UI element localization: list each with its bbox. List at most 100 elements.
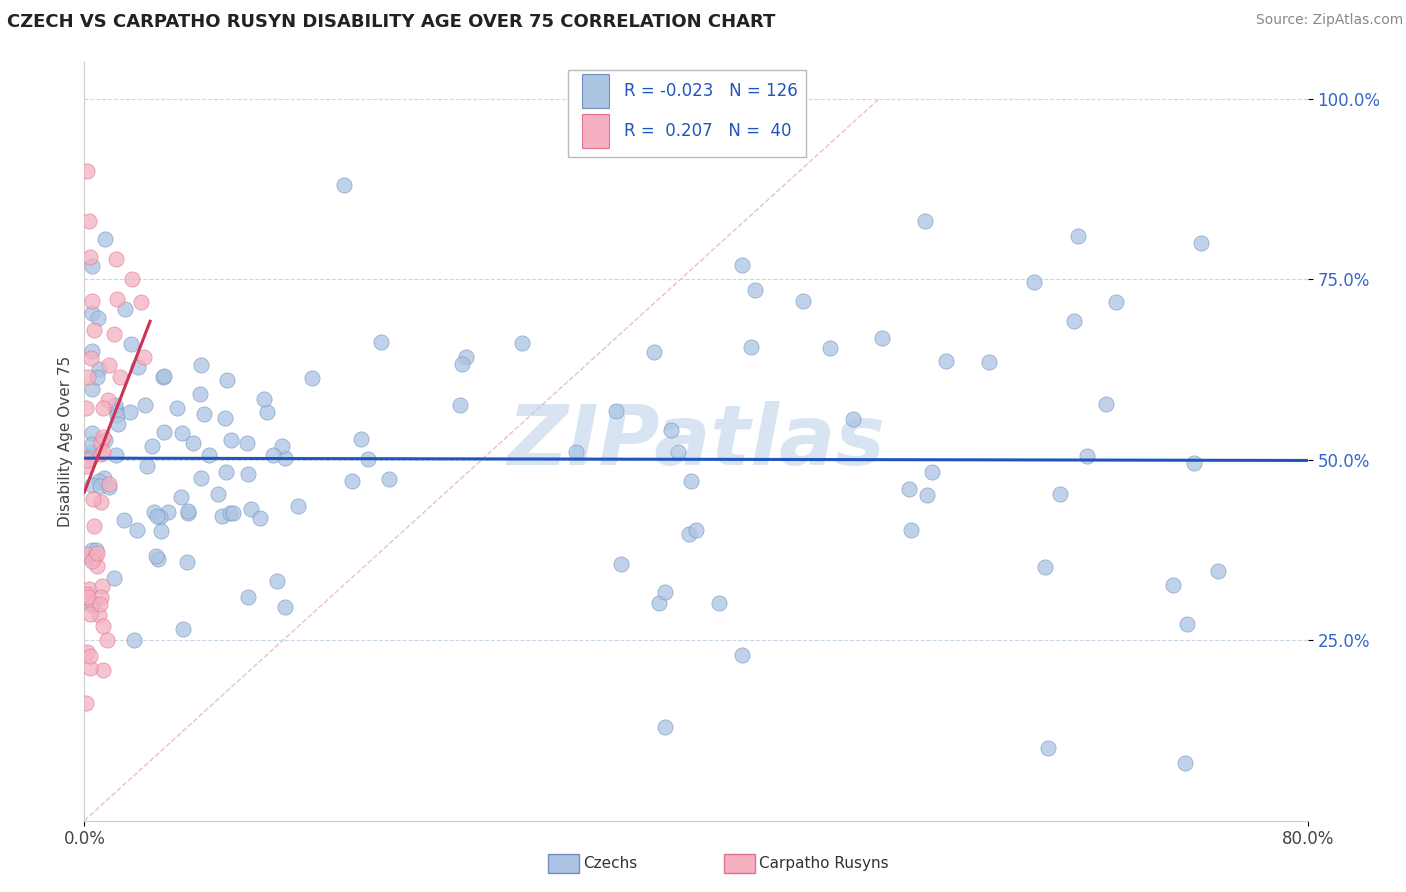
Point bbox=[679, 474, 702, 488]
Point bbox=[75, 458, 97, 473]
Point bbox=[249, 511, 271, 525]
Point bbox=[103, 326, 125, 341]
Point bbox=[274, 599, 297, 614]
Point bbox=[112, 513, 135, 527]
Point bbox=[153, 368, 176, 383]
Point bbox=[107, 417, 129, 432]
Point bbox=[91, 430, 114, 444]
Point bbox=[89, 597, 111, 611]
Point bbox=[900, 523, 922, 537]
Point bbox=[80, 351, 103, 365]
Point bbox=[190, 359, 212, 373]
Point bbox=[76, 645, 98, 659]
Point bbox=[156, 505, 179, 519]
Point bbox=[214, 410, 236, 425]
Point bbox=[152, 370, 174, 384]
Point bbox=[870, 331, 893, 345]
Point bbox=[605, 403, 627, 417]
Point bbox=[77, 369, 100, 384]
Point bbox=[1175, 617, 1198, 632]
Point bbox=[121, 272, 143, 286]
Point bbox=[80, 425, 103, 440]
Point bbox=[1206, 564, 1229, 578]
Point bbox=[449, 398, 471, 412]
Point bbox=[80, 259, 103, 273]
Point bbox=[731, 648, 754, 662]
Point bbox=[86, 369, 108, 384]
Point bbox=[287, 500, 309, 514]
Point bbox=[134, 399, 156, 413]
Point bbox=[172, 426, 194, 441]
Point bbox=[1024, 275, 1046, 289]
Text: R = -0.023   N = 126: R = -0.023 N = 126 bbox=[624, 82, 797, 100]
Point bbox=[87, 474, 110, 488]
Point bbox=[188, 386, 211, 401]
Point bbox=[744, 283, 766, 297]
Point bbox=[80, 543, 103, 558]
Point bbox=[177, 506, 200, 520]
Point bbox=[103, 571, 125, 585]
Point bbox=[176, 555, 198, 569]
Point bbox=[915, 488, 938, 502]
Point bbox=[207, 487, 229, 501]
Point bbox=[565, 445, 588, 459]
Point bbox=[654, 585, 676, 599]
Point bbox=[89, 478, 111, 492]
Point bbox=[333, 178, 356, 193]
Text: R =  0.207   N =  40: R = 0.207 N = 40 bbox=[624, 122, 792, 140]
Point bbox=[87, 607, 110, 622]
Point bbox=[236, 467, 259, 481]
Point bbox=[75, 547, 97, 561]
Point bbox=[84, 550, 107, 565]
Point bbox=[84, 542, 107, 557]
Point bbox=[370, 334, 392, 349]
Point bbox=[79, 607, 101, 621]
Bar bbox=[582, 114, 609, 148]
Point bbox=[146, 552, 169, 566]
Point bbox=[643, 344, 665, 359]
Point bbox=[135, 459, 157, 474]
Point bbox=[253, 392, 276, 406]
Point bbox=[76, 452, 98, 467]
Point bbox=[238, 591, 260, 605]
Point bbox=[181, 435, 204, 450]
Point bbox=[114, 302, 136, 317]
Point bbox=[105, 449, 128, 463]
Point bbox=[512, 336, 534, 351]
Point bbox=[80, 598, 103, 612]
Point bbox=[80, 552, 103, 566]
Point bbox=[98, 480, 121, 494]
Point bbox=[1076, 449, 1098, 463]
Point bbox=[82, 492, 104, 507]
Point bbox=[75, 401, 97, 416]
Point bbox=[118, 405, 141, 419]
Point bbox=[90, 435, 112, 450]
Point bbox=[219, 433, 242, 447]
Point bbox=[80, 306, 103, 320]
Point bbox=[120, 337, 142, 351]
Y-axis label: Disability Age Over 75: Disability Age Over 75 bbox=[58, 356, 73, 527]
Point bbox=[654, 720, 676, 734]
Point bbox=[77, 582, 100, 596]
Point bbox=[86, 311, 108, 326]
Point bbox=[79, 648, 101, 663]
Point bbox=[274, 451, 297, 466]
Point bbox=[105, 402, 128, 417]
Point bbox=[105, 292, 128, 306]
Point bbox=[91, 579, 114, 593]
Point bbox=[75, 697, 97, 711]
Point bbox=[142, 505, 165, 519]
Point bbox=[842, 412, 865, 426]
Point bbox=[82, 343, 104, 358]
Point bbox=[222, 506, 245, 520]
Point bbox=[80, 382, 103, 396]
Point bbox=[97, 393, 120, 408]
Point bbox=[193, 407, 215, 421]
Point bbox=[685, 524, 707, 538]
Point bbox=[610, 558, 633, 572]
Point bbox=[150, 524, 173, 539]
Point bbox=[914, 214, 936, 228]
Point bbox=[211, 508, 233, 523]
Point bbox=[97, 477, 120, 491]
Point bbox=[820, 341, 842, 355]
